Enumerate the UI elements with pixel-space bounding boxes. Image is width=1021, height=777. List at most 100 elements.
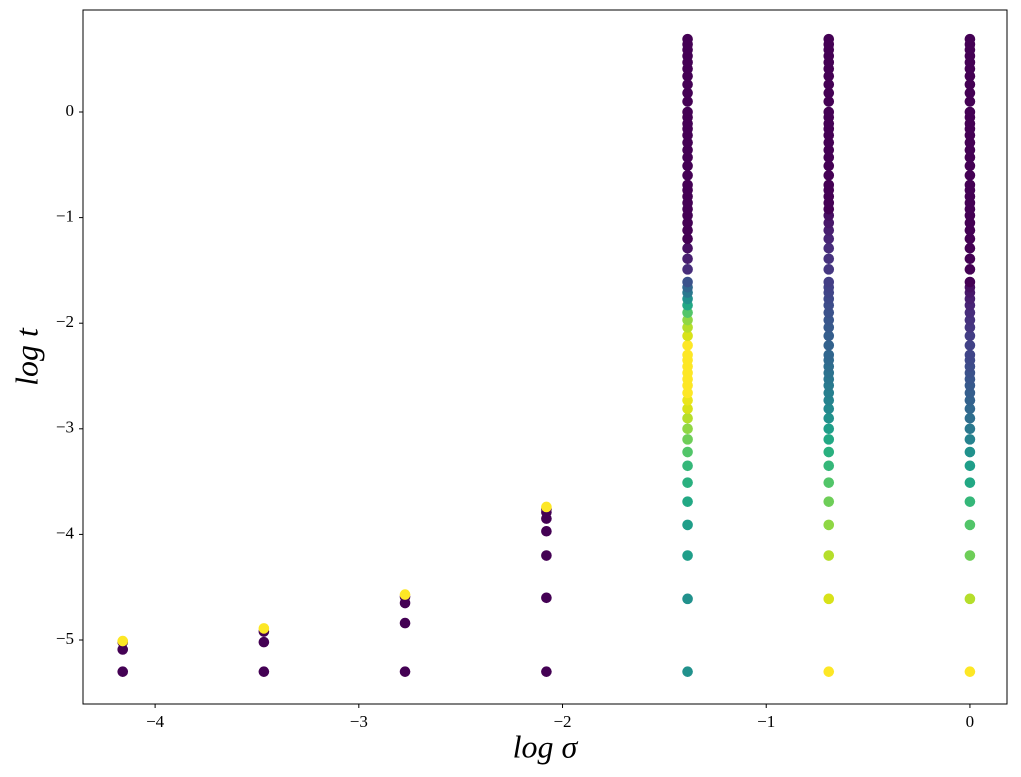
point <box>682 307 693 318</box>
point <box>823 519 835 531</box>
point <box>964 387 976 399</box>
point <box>823 33 835 45</box>
point <box>823 550 835 561</box>
point <box>964 276 976 288</box>
point <box>682 322 693 333</box>
point <box>964 79 976 90</box>
point <box>682 233 693 245</box>
point <box>682 170 693 181</box>
plot-frame <box>82 9 1008 705</box>
point <box>964 446 976 458</box>
x-tick-label: −2 <box>553 712 571 731</box>
point <box>823 446 835 458</box>
point <box>541 550 552 561</box>
point <box>964 550 976 561</box>
point <box>823 79 835 90</box>
point <box>823 70 835 82</box>
y-tick-label: −3 <box>56 418 74 437</box>
point <box>682 106 693 118</box>
point <box>823 307 835 318</box>
point <box>399 589 411 600</box>
point <box>823 423 835 435</box>
point <box>823 314 835 326</box>
point <box>964 253 976 265</box>
point <box>964 496 976 507</box>
point <box>964 460 976 472</box>
point <box>117 635 129 647</box>
y-axis-label: log t <box>8 327 44 386</box>
point <box>823 179 835 191</box>
point <box>682 593 693 605</box>
point <box>964 330 976 342</box>
point <box>682 349 693 361</box>
point <box>964 314 976 326</box>
point <box>258 636 270 648</box>
point <box>964 160 976 172</box>
point <box>964 434 976 445</box>
point <box>823 160 835 172</box>
point <box>964 179 976 191</box>
point <box>823 217 835 229</box>
point <box>823 387 835 399</box>
point <box>682 330 693 342</box>
point <box>823 322 835 333</box>
point <box>682 387 693 399</box>
point <box>964 423 976 435</box>
point <box>682 496 693 507</box>
point <box>964 519 976 531</box>
point <box>682 217 693 229</box>
point <box>541 501 552 513</box>
point <box>823 330 835 342</box>
point <box>823 96 835 107</box>
point <box>964 106 976 118</box>
point <box>964 233 976 245</box>
point <box>823 152 835 163</box>
point <box>399 617 411 629</box>
point <box>823 106 835 118</box>
point <box>682 96 693 107</box>
point <box>682 242 693 254</box>
point <box>823 340 835 351</box>
y-tick-label: 0 <box>66 101 75 120</box>
point <box>964 403 976 415</box>
x-tick-label: −4 <box>146 712 165 731</box>
point <box>682 394 693 406</box>
point <box>682 33 693 45</box>
point <box>682 666 693 677</box>
x-tick-label: 0 <box>966 712 975 731</box>
point <box>823 593 835 605</box>
point <box>964 593 976 605</box>
point <box>964 152 976 163</box>
point <box>964 307 976 318</box>
point <box>682 340 693 351</box>
point <box>682 70 693 82</box>
point <box>399 666 411 677</box>
point <box>823 394 835 406</box>
point <box>823 496 835 507</box>
point <box>682 412 693 424</box>
point <box>682 264 693 275</box>
point <box>823 403 835 415</box>
point <box>823 87 835 99</box>
x-tick-label: −1 <box>757 712 775 731</box>
point <box>258 623 270 634</box>
point <box>682 137 693 148</box>
point <box>117 644 129 655</box>
point <box>682 87 693 99</box>
point <box>682 160 693 172</box>
point <box>823 666 835 677</box>
point <box>964 477 976 488</box>
point <box>964 137 976 148</box>
point <box>823 460 835 472</box>
point <box>964 394 976 406</box>
point <box>682 423 693 435</box>
point <box>823 137 835 148</box>
point <box>117 666 129 677</box>
x-tick-label: −3 <box>350 712 368 731</box>
point <box>682 519 693 531</box>
point <box>823 477 835 488</box>
y-tick-label: −1 <box>56 207 74 226</box>
point <box>964 340 976 351</box>
y-tick-label: −4 <box>56 523 75 542</box>
